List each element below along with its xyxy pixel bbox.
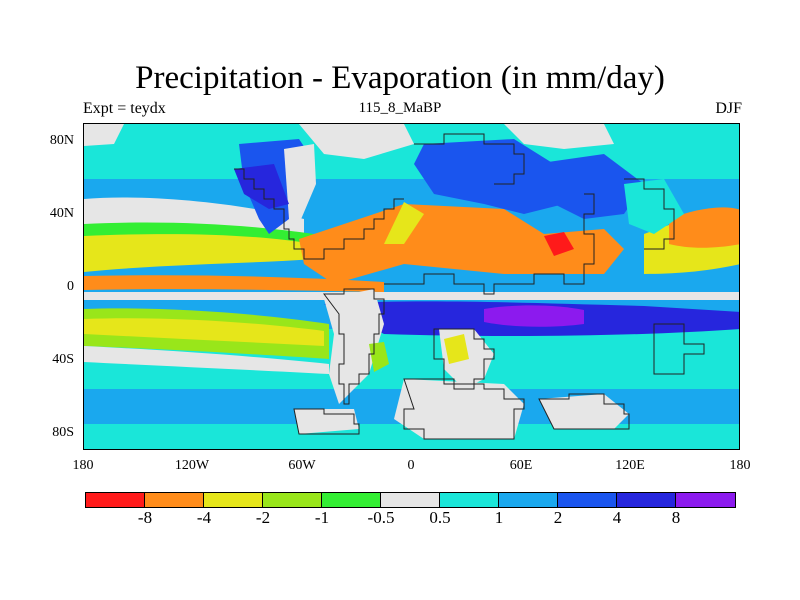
lon-label-180e: 180 <box>729 458 751 473</box>
lon-label-120e: 120E <box>615 458 645 473</box>
colorbar-swatch-9 <box>617 493 676 507</box>
experiment-label: Expt = teydx <box>83 100 166 117</box>
colorbar-label-1: -4 <box>196 508 212 527</box>
colorbar <box>85 492 736 508</box>
colorbar-label-7: 2 <box>553 508 563 527</box>
colorbar-swatch-2 <box>204 493 263 507</box>
colorbar-swatch-8 <box>558 493 617 507</box>
map-panel <box>83 123 740 450</box>
lat-label-0: 0 <box>67 279 74 294</box>
colorbar-label-9: 8 <box>671 508 681 527</box>
colorbar-swatch-1 <box>145 493 204 507</box>
colorbar-swatch-4 <box>322 493 381 507</box>
map-title: Precipitation - Evaporation (in mm/day) <box>135 60 665 96</box>
lon-label-60w: 60W <box>288 458 316 473</box>
lon-label-0: 0 <box>407 458 415 473</box>
colorbar-swatch-5 <box>381 493 440 507</box>
colorbar-swatch-7 <box>499 493 558 507</box>
period-label: 115_8_MaBP <box>358 100 442 116</box>
colorbar-label-6: 1 <box>494 508 504 527</box>
lat-label-40n: 40N <box>49 206 74 221</box>
season-label: DJF <box>715 100 742 117</box>
colorbar-label-5: 0.5 <box>429 508 451 527</box>
colorbar-label-3: -1 <box>314 508 330 527</box>
lon-label-60e: 60E <box>509 458 533 473</box>
lat-label-80n: 80N <box>49 133 74 148</box>
colorbar-swatch-10 <box>676 493 735 507</box>
lon-label-180w: 180 <box>72 458 94 473</box>
colorbar-label-0: -8 <box>137 508 153 527</box>
colorbar-swatch-6 <box>440 493 499 507</box>
colorbar-label-4: -0.5 <box>367 508 395 527</box>
colorbar-label-8: 4 <box>612 508 622 527</box>
colorbar-label-2: -2 <box>255 508 271 527</box>
lat-label-80s: 80S <box>52 425 74 440</box>
colorbar-swatch-0 <box>86 493 145 507</box>
lat-label-40s: 40S <box>52 352 74 367</box>
lon-label-120w: 120W <box>174 458 210 473</box>
precip-evap-field <box>84 124 739 449</box>
colorbar-swatch-3 <box>263 493 322 507</box>
